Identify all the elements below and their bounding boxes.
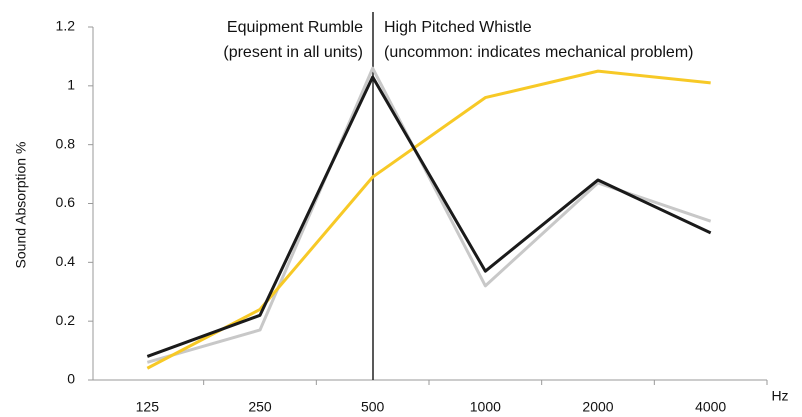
- x-tick-label: 1000: [470, 399, 501, 415]
- series-line: [146, 69, 711, 370]
- series-line: [146, 66, 712, 364]
- annotation: Equipment Rumble: [227, 19, 363, 36]
- y-tick-label: 1: [67, 77, 75, 93]
- y-tick-label: 0.2: [56, 312, 76, 328]
- x-tick-label: 250: [248, 399, 272, 415]
- x-tick-label: 4000: [695, 399, 726, 415]
- annotation: (uncommon: indicates mechanical problem): [384, 44, 693, 61]
- x-axis-label: Hz: [771, 388, 788, 404]
- x-tick-label: 500: [361, 399, 385, 415]
- annotation: (present in all units): [223, 44, 363, 61]
- annotation: High Pitched Whistle: [384, 19, 532, 36]
- y-tick-label: 0.6: [56, 194, 76, 210]
- x-tick-label: 125: [136, 399, 160, 415]
- y-tick-label: 0: [67, 371, 75, 387]
- y-tick-label: 0.4: [56, 253, 76, 269]
- y-tick-label: 0.8: [56, 135, 76, 151]
- series-line: [146, 75, 712, 358]
- y-axis-label: Sound Absorption %: [13, 142, 29, 269]
- y-tick-label: 1.2: [56, 18, 76, 34]
- x-tick-label: 2000: [582, 399, 613, 415]
